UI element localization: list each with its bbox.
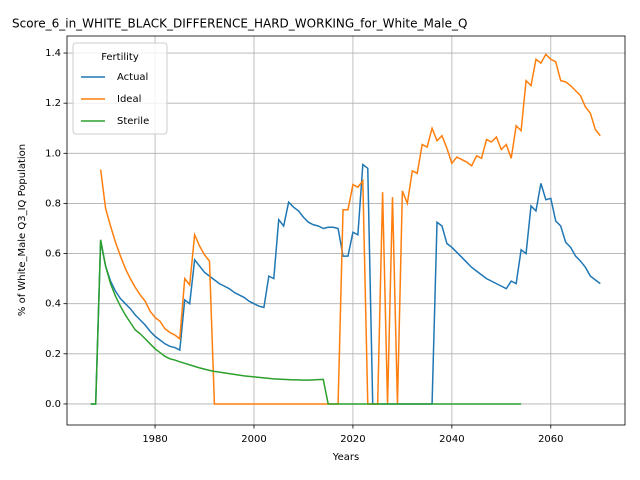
x-tick-label: 2020 [340,434,365,445]
x-tick-label: 2040 [439,434,464,445]
y-tick-label: 0.8 [45,198,61,209]
legend-box [72,42,168,135]
x-tick-label: 2000 [241,434,266,445]
plot-frame [66,35,626,426]
series-line [90,239,522,405]
x-tick-label: 1980 [142,434,167,445]
legend-title: Fertility [101,52,139,63]
legend-label: Actual [117,72,148,83]
grid [67,36,625,425]
y-tick-label: 0.0 [45,399,61,410]
y-tick-label: 1.4 [45,48,61,59]
legend-label: Ideal [117,94,141,105]
y-tick-label: 1.0 [45,148,61,159]
legend-label: Sterile [117,116,149,127]
y-axis-label: % of White_Male Q3_IQ Population [17,144,28,316]
y-tick-label: 1.2 [45,98,61,109]
x-tick-label: 2060 [538,434,563,445]
x-axis-label: Years [332,452,359,463]
series-line [90,163,601,405]
chart-title: Score_6_in_WHITE_BLACK_DIFFERENCE_HARD_W… [12,17,467,31]
y-tick-label: 0.4 [45,299,61,310]
y-tick-label: 0.6 [45,249,61,260]
series-line [99,53,601,405]
y-tick-label: 0.2 [45,349,61,360]
